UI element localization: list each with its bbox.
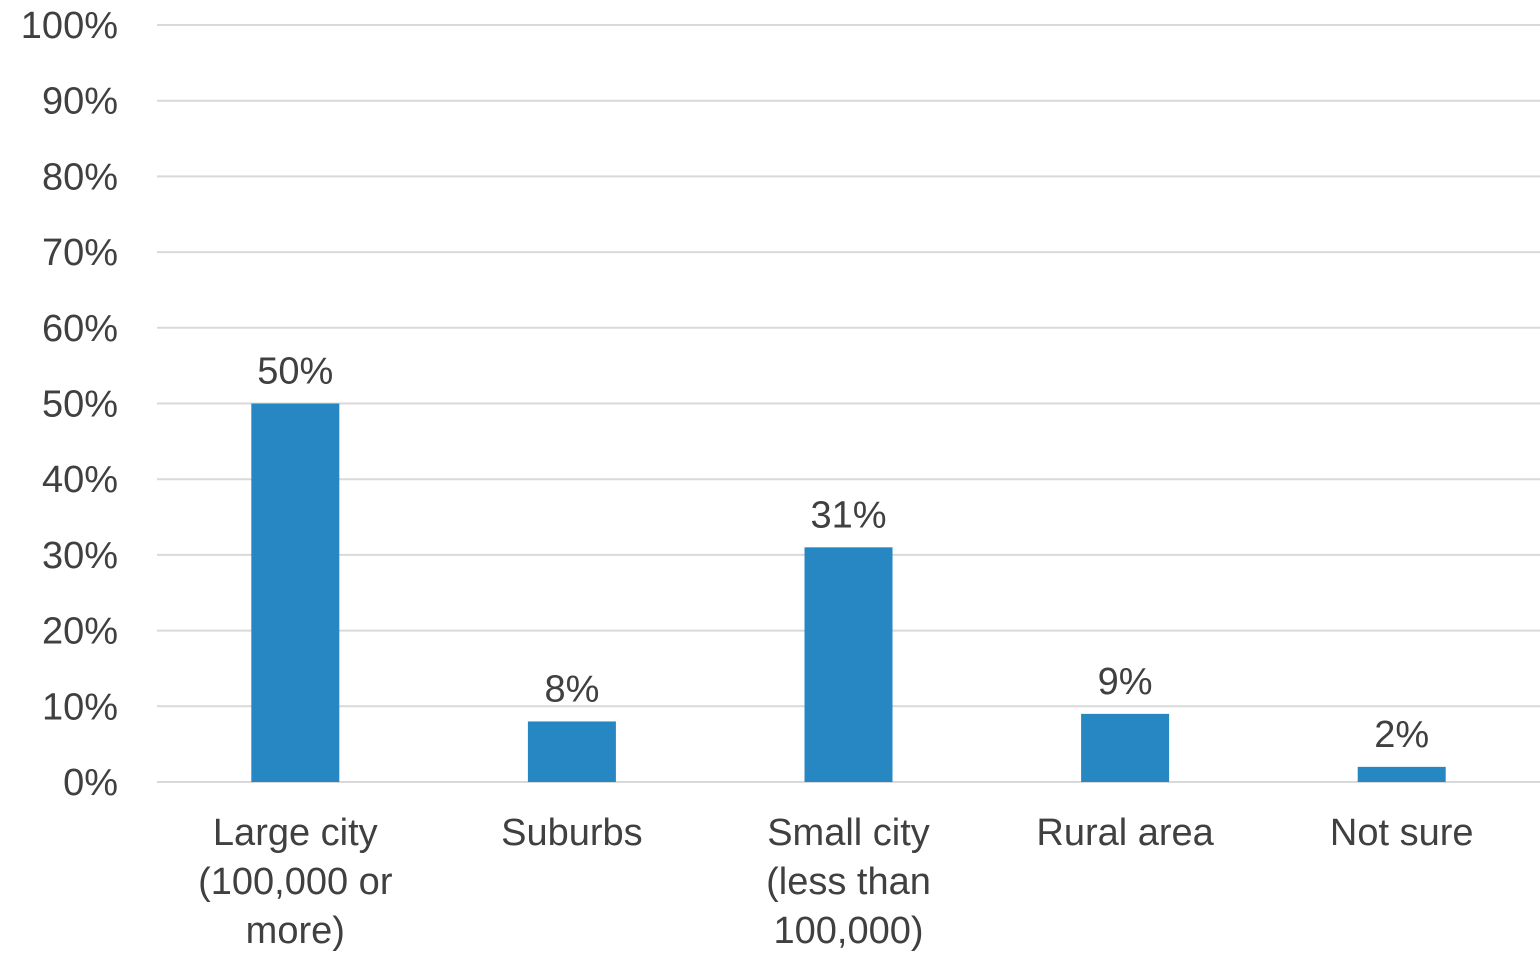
y-tick-label: 40% — [42, 459, 118, 501]
y-tick-label: 70% — [42, 232, 118, 274]
category-label: Large city (100,000 or more) — [198, 812, 393, 952]
category-label-line: Suburbs — [501, 812, 643, 854]
category-label-line: 100,000) — [773, 910, 923, 952]
data-label: 9% — [1098, 661, 1153, 703]
data-label: 50% — [257, 351, 333, 393]
category-label-line: (less than — [766, 861, 931, 903]
category-label-line: Large city — [213, 812, 378, 854]
bar — [527, 721, 616, 782]
bar — [1357, 766, 1446, 782]
bar — [804, 547, 893, 782]
category-label-line: more) — [246, 910, 345, 952]
data-labels: 50% 8% 31% 9% 2% — [257, 351, 1429, 756]
data-label: 8% — [544, 668, 599, 710]
y-tick-label: 0% — [63, 762, 118, 804]
bar — [1081, 713, 1170, 782]
bars — [251, 403, 1446, 782]
y-axis-tick-labels: 0% 10% 20% 30% 40% 50% 60% 70% 80% 90% 100% — [21, 5, 118, 804]
y-tick-label: 20% — [42, 611, 118, 653]
bar — [251, 403, 340, 782]
gridlines — [157, 24, 1540, 783]
y-tick-label: 100% — [21, 5, 118, 47]
category-label: Small city (less than 100,000) — [766, 812, 931, 952]
category-label: Not sure — [1330, 812, 1474, 854]
category-label: Suburbs — [501, 812, 643, 854]
y-tick-label: 10% — [42, 686, 118, 728]
y-tick-label: 50% — [42, 384, 118, 426]
y-tick-label: 30% — [42, 535, 118, 577]
category-label: Rural area — [1036, 812, 1214, 854]
y-tick-label: 60% — [42, 308, 118, 350]
category-label-line: Rural area — [1036, 812, 1214, 854]
category-label-line: (100,000 or — [198, 861, 393, 903]
category-label-line: Not sure — [1330, 812, 1474, 854]
data-label: 31% — [810, 494, 886, 536]
category-label-line: Small city — [767, 812, 930, 854]
x-axis-category-labels: Large city (100,000 or more) Suburbs Small c… — [198, 812, 1473, 952]
y-tick-label: 80% — [42, 156, 118, 198]
data-label: 2% — [1374, 714, 1429, 756]
y-tick-label: 90% — [42, 81, 118, 123]
